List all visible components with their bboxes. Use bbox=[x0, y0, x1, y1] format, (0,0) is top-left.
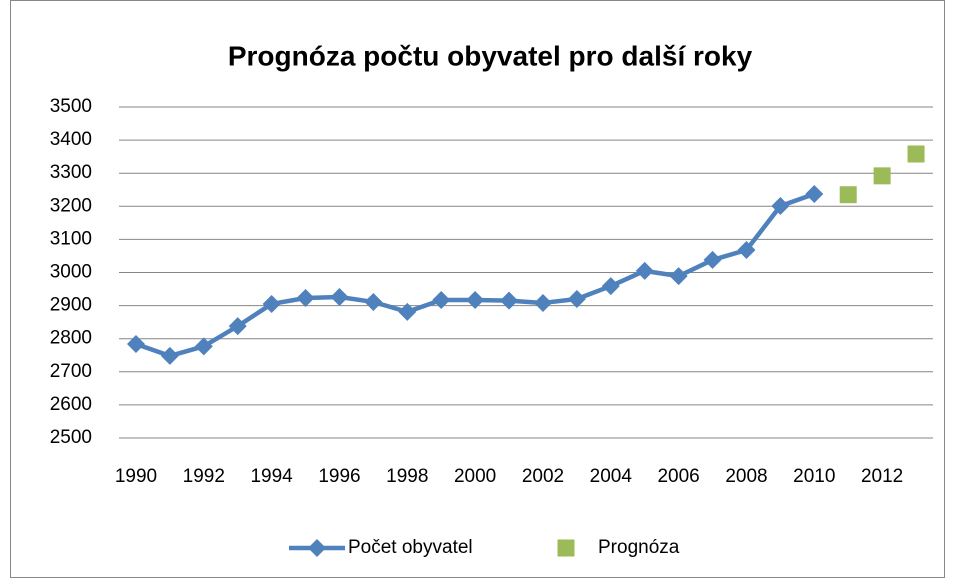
x-tick-label: 2004 bbox=[590, 466, 633, 487]
legend-label: Prognóza bbox=[598, 537, 680, 558]
y-tick-label: 2500 bbox=[50, 427, 92, 448]
legend-marker bbox=[308, 539, 326, 557]
data-point bbox=[398, 302, 417, 321]
x-tick-label: 2012 bbox=[861, 466, 903, 487]
data-point bbox=[601, 277, 620, 296]
y-tick-label: 3300 bbox=[50, 162, 92, 183]
x-tick-label: 1992 bbox=[183, 466, 225, 487]
data-point bbox=[500, 291, 519, 310]
legend-marker bbox=[557, 539, 575, 557]
x-tick-label: 1996 bbox=[318, 466, 360, 487]
x-tick-label: 2000 bbox=[454, 466, 496, 487]
y-tick-label: 3100 bbox=[50, 228, 92, 249]
data-point bbox=[873, 167, 891, 185]
y-tick-label: 3400 bbox=[50, 129, 92, 150]
x-tick-label: 2002 bbox=[522, 466, 564, 487]
y-tick-label: 3500 bbox=[50, 96, 92, 117]
data-point bbox=[296, 288, 315, 307]
data-point bbox=[432, 290, 451, 309]
y-tick-label: 2900 bbox=[50, 295, 92, 316]
data-point bbox=[228, 317, 247, 336]
y-tick-label: 2600 bbox=[50, 394, 92, 415]
y-tick-label: 2700 bbox=[50, 361, 92, 382]
x-tick-label: 2006 bbox=[657, 466, 699, 487]
data-point bbox=[567, 289, 586, 308]
x-tick-label: 1990 bbox=[115, 466, 157, 487]
legend-label: Počet obyvatel bbox=[348, 537, 473, 558]
data-point bbox=[737, 240, 756, 259]
x-tick-label: 1994 bbox=[250, 466, 293, 487]
x-tick-label: 2010 bbox=[793, 466, 835, 487]
data-point bbox=[771, 196, 790, 215]
chart-frame bbox=[10, 0, 945, 578]
data-point bbox=[533, 293, 552, 312]
data-point bbox=[262, 294, 281, 313]
data-point bbox=[907, 145, 925, 163]
y-tick-label: 3200 bbox=[50, 195, 92, 216]
x-tick-label: 1998 bbox=[386, 466, 428, 487]
data-point bbox=[703, 250, 722, 269]
x-tick-label: 2008 bbox=[725, 466, 767, 487]
data-point bbox=[364, 292, 383, 311]
chart-title: Prognóza počtu obyvatel pro další roky bbox=[228, 40, 753, 71]
y-tick-label: 3000 bbox=[50, 262, 92, 283]
data-point bbox=[669, 267, 688, 286]
data-point bbox=[160, 346, 179, 365]
data-point bbox=[635, 261, 654, 280]
data-point bbox=[194, 337, 213, 356]
y-tick-label: 2800 bbox=[50, 328, 92, 349]
data-point bbox=[805, 185, 824, 204]
data-point bbox=[466, 290, 485, 309]
data-point bbox=[839, 186, 857, 204]
data-point bbox=[126, 334, 145, 353]
data-point bbox=[330, 287, 349, 306]
